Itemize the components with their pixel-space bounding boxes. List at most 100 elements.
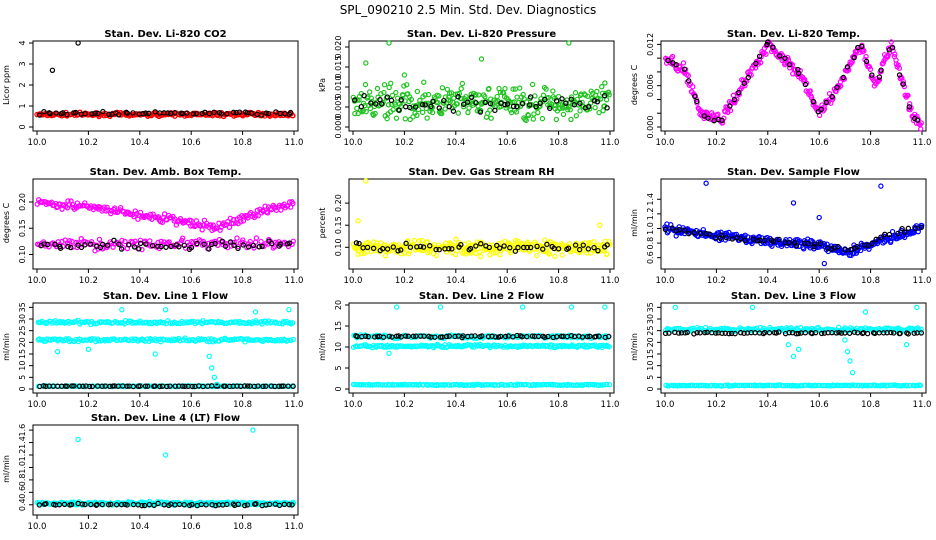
data-point: [356, 240, 362, 247]
data-point: [130, 383, 137, 390]
data-point: [99, 383, 105, 389]
data-point: [143, 319, 150, 325]
data-point: [601, 92, 608, 99]
data-point: [812, 241, 818, 247]
data-point: [252, 309, 259, 315]
data-point: [115, 320, 121, 326]
data-point: [753, 60, 759, 67]
data-point: [795, 346, 802, 353]
data-point: [812, 329, 819, 336]
data-point: [168, 243, 174, 250]
data-point: [64, 111, 70, 118]
data-point: [199, 227, 205, 233]
data-point: [786, 61, 793, 68]
data-point: [591, 244, 597, 251]
x-tick-label: 10.8: [233, 522, 252, 532]
plot-frame: [32, 40, 299, 132]
data-point: [265, 110, 272, 117]
y-tick-label: 20: [18, 337, 27, 347]
data-point: [424, 239, 431, 245]
data-point: [465, 109, 471, 116]
data-series: [355, 178, 603, 228]
data-point: [212, 319, 219, 326]
data-point: [433, 252, 440, 259]
data-point: [89, 111, 95, 117]
data-point: [829, 94, 835, 100]
data-point: [421, 79, 427, 85]
data-point: [762, 240, 768, 247]
y-tick-label: 1.4: [646, 193, 655, 206]
data-point: [844, 348, 851, 355]
y-tick-label: 1.2: [18, 449, 27, 462]
data-point: [249, 110, 255, 116]
data-point: [529, 333, 536, 339]
y-tick-label: 1.2: [646, 208, 655, 221]
data-point: [139, 246, 145, 253]
data-point: [543, 86, 549, 92]
data-point: [673, 62, 679, 68]
data-point: [175, 219, 181, 225]
y-tick-label: 5: [18, 375, 27, 380]
data-point: [206, 110, 213, 117]
x-tick-label: 11.0: [913, 400, 932, 410]
data-point: [502, 85, 508, 92]
data-point: [781, 383, 787, 389]
data-point: [390, 106, 396, 113]
data-point: [527, 94, 534, 100]
data-point: [193, 110, 199, 117]
data-point: [199, 336, 206, 342]
data-point: [896, 65, 903, 71]
data-point: [891, 330, 897, 336]
y-tick-label: 5: [334, 365, 343, 370]
data-point: [113, 502, 120, 508]
panel-title: Stan. Dev. Line 4 (LT) Flow: [91, 413, 240, 424]
data-point: [398, 97, 404, 103]
data-point: [352, 110, 358, 117]
data-point: [694, 98, 700, 105]
y-tick-label: 0.15: [334, 216, 343, 234]
data-point: [604, 242, 610, 248]
data-point: [285, 337, 291, 344]
y-tick-label: 5: [646, 375, 655, 380]
data-point: [534, 243, 540, 250]
data-point: [119, 306, 125, 313]
data-point: [862, 309, 869, 315]
data-point: [516, 85, 523, 91]
data-point: [65, 243, 71, 250]
y-tick-label: 0: [18, 386, 27, 391]
data-point: [105, 502, 112, 508]
data-point: [381, 82, 388, 88]
data-point: [43, 500, 49, 507]
data-point: [97, 383, 103, 389]
data-point: [675, 330, 682, 336]
data-point: [75, 436, 81, 443]
data-point: [47, 110, 53, 117]
data-point: [526, 102, 533, 108]
data-point: [144, 383, 151, 389]
data-point: [554, 334, 560, 340]
data-point: [172, 110, 178, 116]
data-point: [722, 382, 729, 388]
data-point: [878, 234, 884, 240]
data-point: [286, 501, 292, 508]
data-point: [253, 235, 260, 241]
x-tick-label: 10.0: [344, 400, 363, 410]
data-point: [439, 110, 445, 117]
data-point: [86, 383, 93, 390]
data-point: [565, 106, 571, 113]
data-point: [428, 103, 434, 110]
data-point: [221, 320, 227, 326]
data-point: [861, 48, 867, 54]
data-point: [92, 110, 98, 116]
data-point: [61, 501, 68, 508]
data-point: [353, 240, 360, 246]
data-point: [756, 53, 763, 59]
data-point: [118, 501, 125, 508]
x-tick-label: 10.8: [233, 400, 252, 410]
data-point: [154, 383, 160, 389]
data-point: [700, 226, 707, 233]
y-tick-label: 0.6: [18, 486, 27, 499]
data-point: [524, 333, 530, 340]
data-point: [114, 337, 121, 343]
data-point: [494, 93, 500, 100]
